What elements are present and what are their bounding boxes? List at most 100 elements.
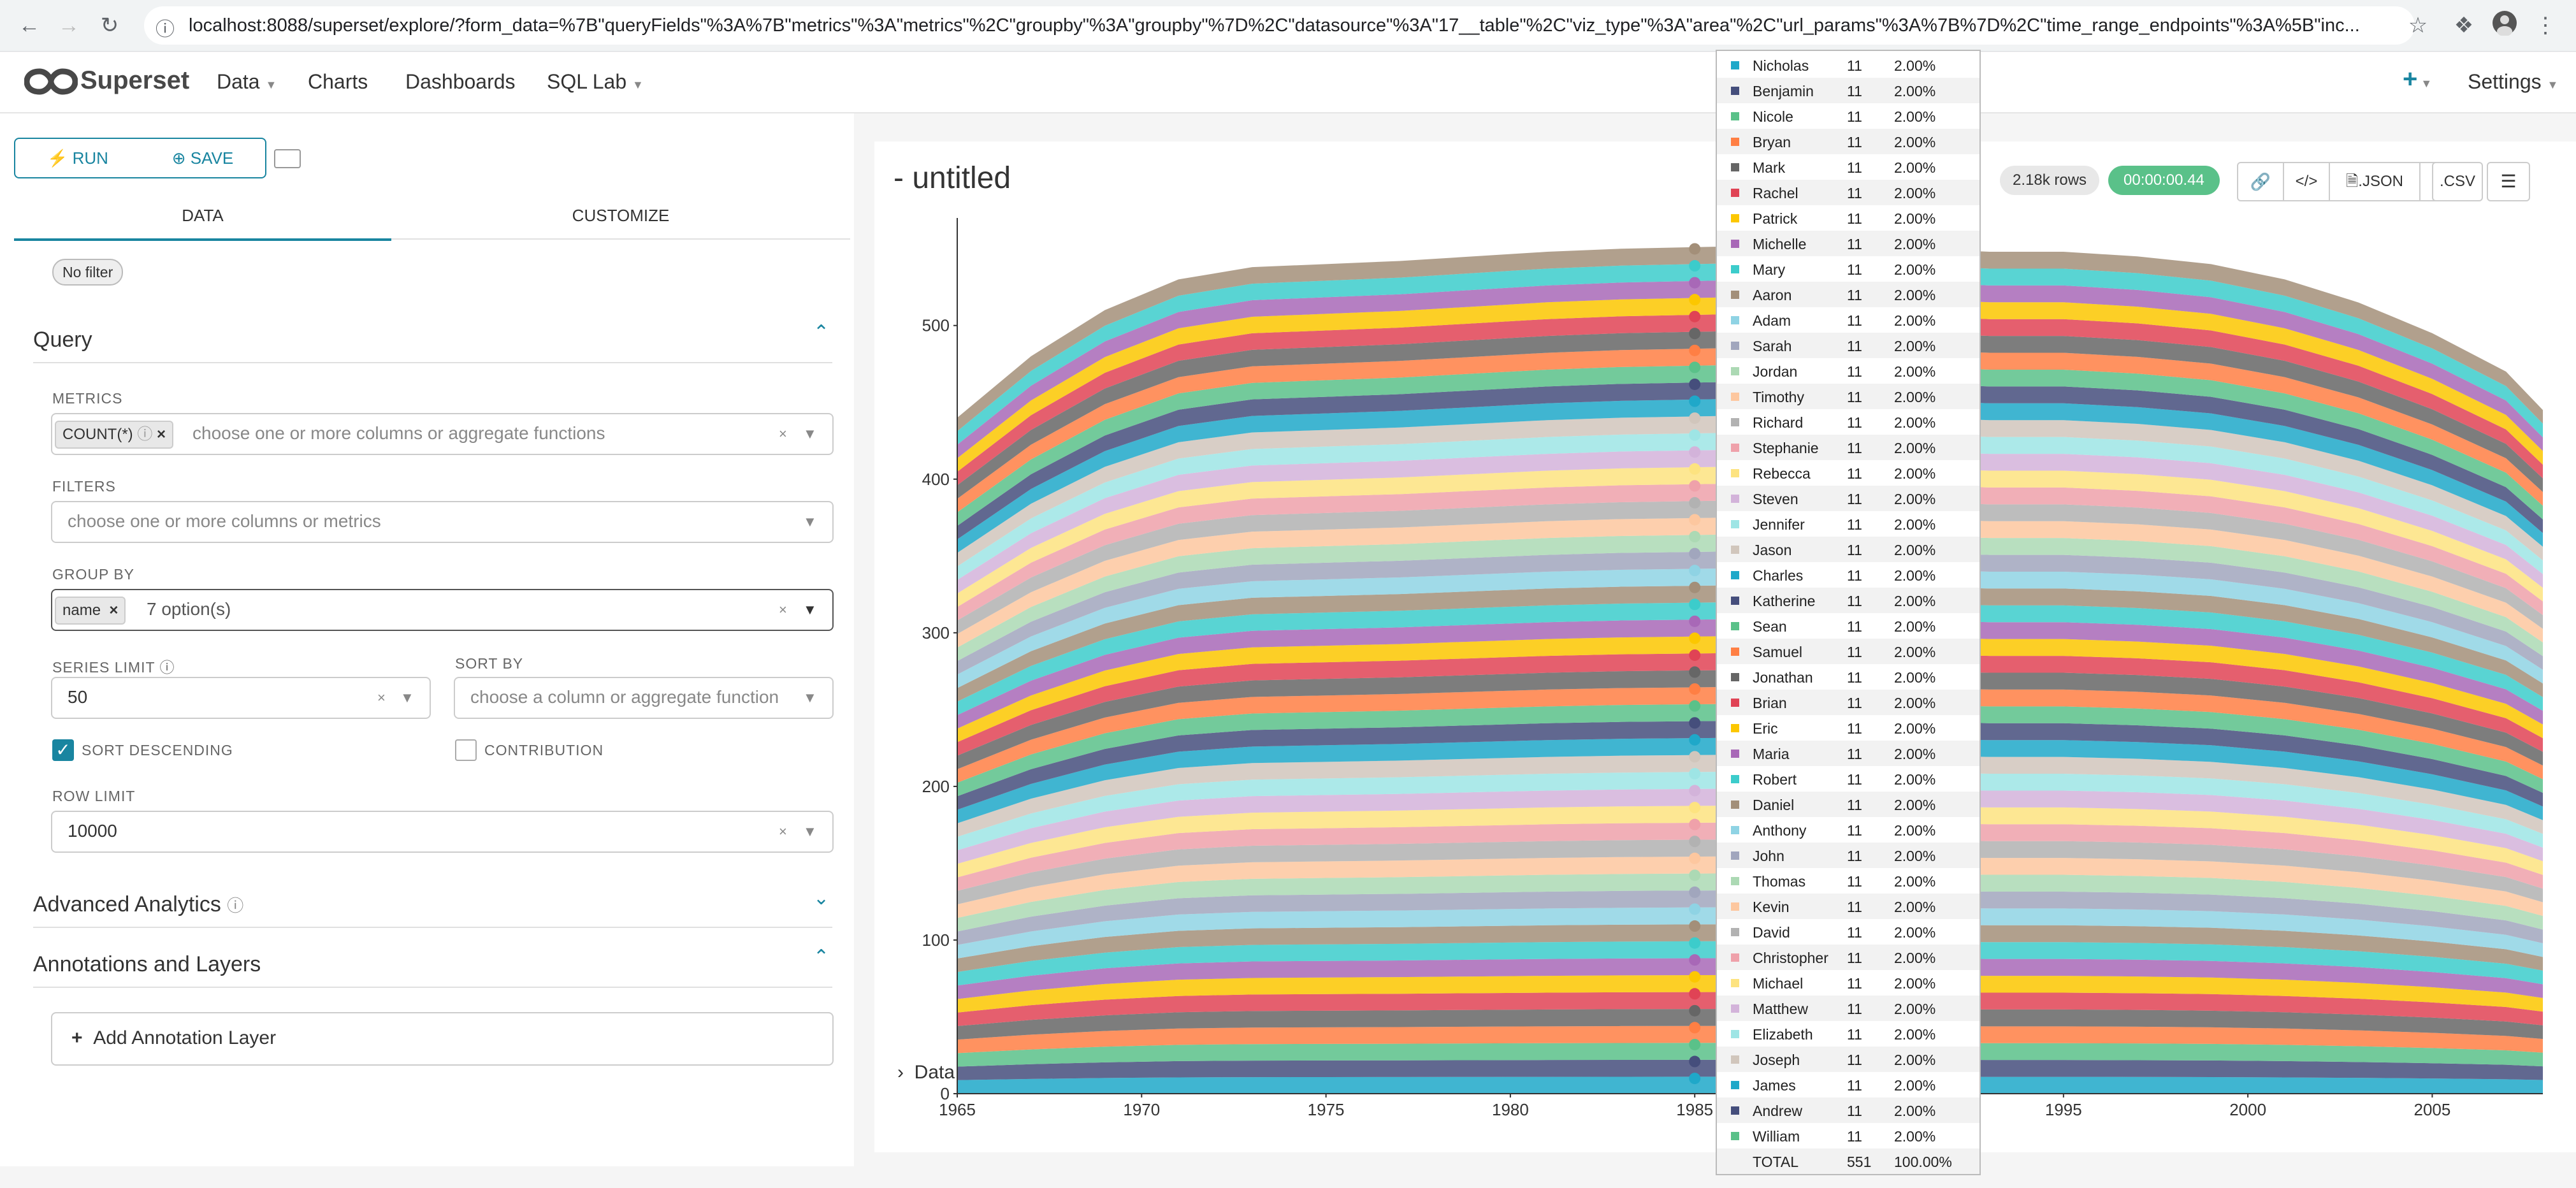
groupby-value: 7 option(s) <box>147 599 231 619</box>
area-chart[interactable]: 0100200300400500196519701975198019851990… <box>874 213 2576 1118</box>
tooltip-row: Mark 11 2.00% <box>1717 154 1979 180</box>
area-series[interactable] <box>957 788 2543 864</box>
export-csv-button[interactable]: .CSV <box>2432 162 2483 201</box>
hover-marker <box>1689 818 1701 830</box>
remove-icon[interactable]: × <box>109 602 119 619</box>
tooltip-series-percent: 2.00% <box>1894 159 1936 176</box>
nav-item-charts[interactable]: Charts <box>308 70 368 93</box>
chevron-down-icon[interactable]: ▼ <box>803 602 817 618</box>
tooltip-series-name: Bryan <box>1753 134 1791 150</box>
chevron-down-icon[interactable]: ⌄ <box>813 888 830 909</box>
area-series[interactable] <box>957 974 2543 1013</box>
series-swatch <box>1731 851 1739 860</box>
area-series[interactable] <box>957 873 2543 932</box>
area-series[interactable] <box>957 839 2543 905</box>
chevron-up-icon[interactable]: ⌃ <box>813 946 830 967</box>
new-item-button[interactable]: + ▼ <box>2403 65 2432 94</box>
area-series[interactable] <box>957 805 2543 878</box>
reload-icon[interactable]: ↻ <box>100 13 119 38</box>
chevron-down-icon[interactable]: ▼ <box>803 690 817 706</box>
save-button[interactable]: ⊕ SAVE <box>140 138 266 178</box>
area-series[interactable] <box>957 771 2543 851</box>
area-series[interactable] <box>957 737 2543 823</box>
clear-icon[interactable]: × <box>377 690 386 706</box>
profile-avatar[interactable] <box>2489 10 2520 41</box>
series-limit-select[interactable]: 50 × ▼ <box>51 677 431 719</box>
add-annotation-layer-button[interactable]: + Add Annotation Layer <box>51 1012 834 1066</box>
sort-by-select[interactable]: choose a column or aggregate function ▼ <box>454 677 834 719</box>
chevron-down-icon[interactable]: ▼ <box>803 426 817 442</box>
metric-chip[interactable]: COUNT(*) ⓘ × <box>55 421 174 449</box>
chevron-down-icon[interactable]: ▼ <box>400 690 414 706</box>
area-series[interactable] <box>957 907 2543 959</box>
area-series[interactable] <box>957 941 2543 986</box>
tooltip-series-percent: 2.00% <box>1894 1077 1936 1094</box>
annotations-title[interactable]: Annotations and Layers <box>33 952 261 976</box>
area-series[interactable] <box>957 856 2543 918</box>
filters-select[interactable]: choose one or more columns or metrics ▼ <box>51 501 834 543</box>
nav-item-dashboards[interactable]: Dashboards <box>405 70 516 93</box>
row-limit-value: 10000 <box>68 821 117 841</box>
series-swatch <box>1731 418 1739 426</box>
bookmark-star-icon[interactable]: ☆ <box>2408 13 2428 38</box>
chevron-down-icon[interactable]: ▼ <box>803 823 817 839</box>
chevron-down-icon[interactable]: ▼ <box>803 514 817 530</box>
area-series[interactable] <box>957 822 2543 891</box>
area-series[interactable] <box>957 958 2543 999</box>
browser-menu-icon[interactable]: ⋮ <box>2535 13 2556 38</box>
tooltip-series-value: 11 <box>1847 695 1862 711</box>
data-toggle[interactable]: › Data <box>897 1062 955 1083</box>
embed-code-icon[interactable]: </> <box>2284 163 2330 200</box>
superset-logo-icon[interactable] <box>24 66 78 100</box>
tooltip-series-value: 11 <box>1847 516 1862 533</box>
nav-item-data[interactable]: Data ▼ <box>217 70 277 94</box>
chevron-up-icon[interactable]: ⌃ <box>813 322 830 343</box>
keyboard-shortcuts-icon[interactable] <box>274 149 301 168</box>
tab-data[interactable]: DATA <box>14 192 391 241</box>
area-series[interactable] <box>957 754 2543 837</box>
tooltip-series-name: Patrick <box>1753 210 1798 227</box>
clear-icon[interactable]: × <box>779 426 787 442</box>
export-button-group: 🔗 </> 🗎.JSON <box>2237 162 2470 201</box>
area-series[interactable] <box>957 720 2543 810</box>
tooltip-series-percent: 2.00% <box>1894 720 1936 737</box>
remove-icon[interactable]: × <box>157 426 166 443</box>
series-swatch <box>1731 826 1739 834</box>
more-menu-icon[interactable]: ☰ <box>2487 162 2530 201</box>
back-icon[interactable]: ← <box>18 13 40 38</box>
groupby-select[interactable]: name × 7 option(s) × ▼ <box>51 589 834 631</box>
filter-badge[interactable]: No filter <box>52 259 124 286</box>
hover-marker <box>1689 836 1701 848</box>
area-series[interactable] <box>957 686 2543 783</box>
clear-icon[interactable]: × <box>779 823 787 839</box>
tooltip-row: Michelle 11 2.00% <box>1717 231 1979 256</box>
row-limit-select[interactable]: 10000 × ▼ <box>51 811 834 853</box>
nav-item-sql-lab[interactable]: SQL Lab ▼ <box>547 70 644 94</box>
tooltip-series-value: 11 <box>1847 1001 1862 1017</box>
address-bar[interactable]: ⓘ localhost:8088/superset/explore/?form_… <box>144 6 2415 45</box>
groupby-chip[interactable]: name × <box>55 597 126 625</box>
advanced-analytics-title[interactable]: Advanced Analytics ⓘ <box>33 892 243 917</box>
contribution-checkbox[interactable] <box>455 739 477 761</box>
export-json-button[interactable]: 🗎.JSON <box>2330 163 2420 200</box>
chart-title[interactable]: - untitled <box>894 161 1011 195</box>
clear-icon[interactable]: × <box>779 602 787 618</box>
tab-customize[interactable]: CUSTOMIZE <box>391 192 850 240</box>
area-series[interactable] <box>957 669 2543 769</box>
settings-menu[interactable]: Settings ▼ <box>2468 70 2558 94</box>
run-button[interactable]: ⚡ RUN <box>14 138 141 178</box>
metrics-select[interactable]: COUNT(*) ⓘ × choose one or more columns … <box>51 413 834 455</box>
area-series[interactable] <box>957 890 2543 945</box>
sort-descending-checkbox[interactable]: ✓ <box>52 739 74 761</box>
url-text[interactable]: localhost:8088/superset/explore/?form_da… <box>189 15 2360 36</box>
tooltip-row: Steven 11 2.00% <box>1717 486 1979 511</box>
forward-icon[interactable]: → <box>58 13 80 38</box>
area-series[interactable] <box>957 992 2543 1026</box>
area-series[interactable] <box>957 703 2543 797</box>
link-icon[interactable]: 🔗 <box>2238 163 2284 200</box>
brand-name[interactable]: Superset <box>80 66 190 94</box>
area-series[interactable] <box>957 924 2543 973</box>
filters-label: FILTERS <box>52 478 116 495</box>
extensions-icon[interactable]: ❖ <box>2454 13 2474 38</box>
query-section-title[interactable]: Query <box>33 328 92 352</box>
